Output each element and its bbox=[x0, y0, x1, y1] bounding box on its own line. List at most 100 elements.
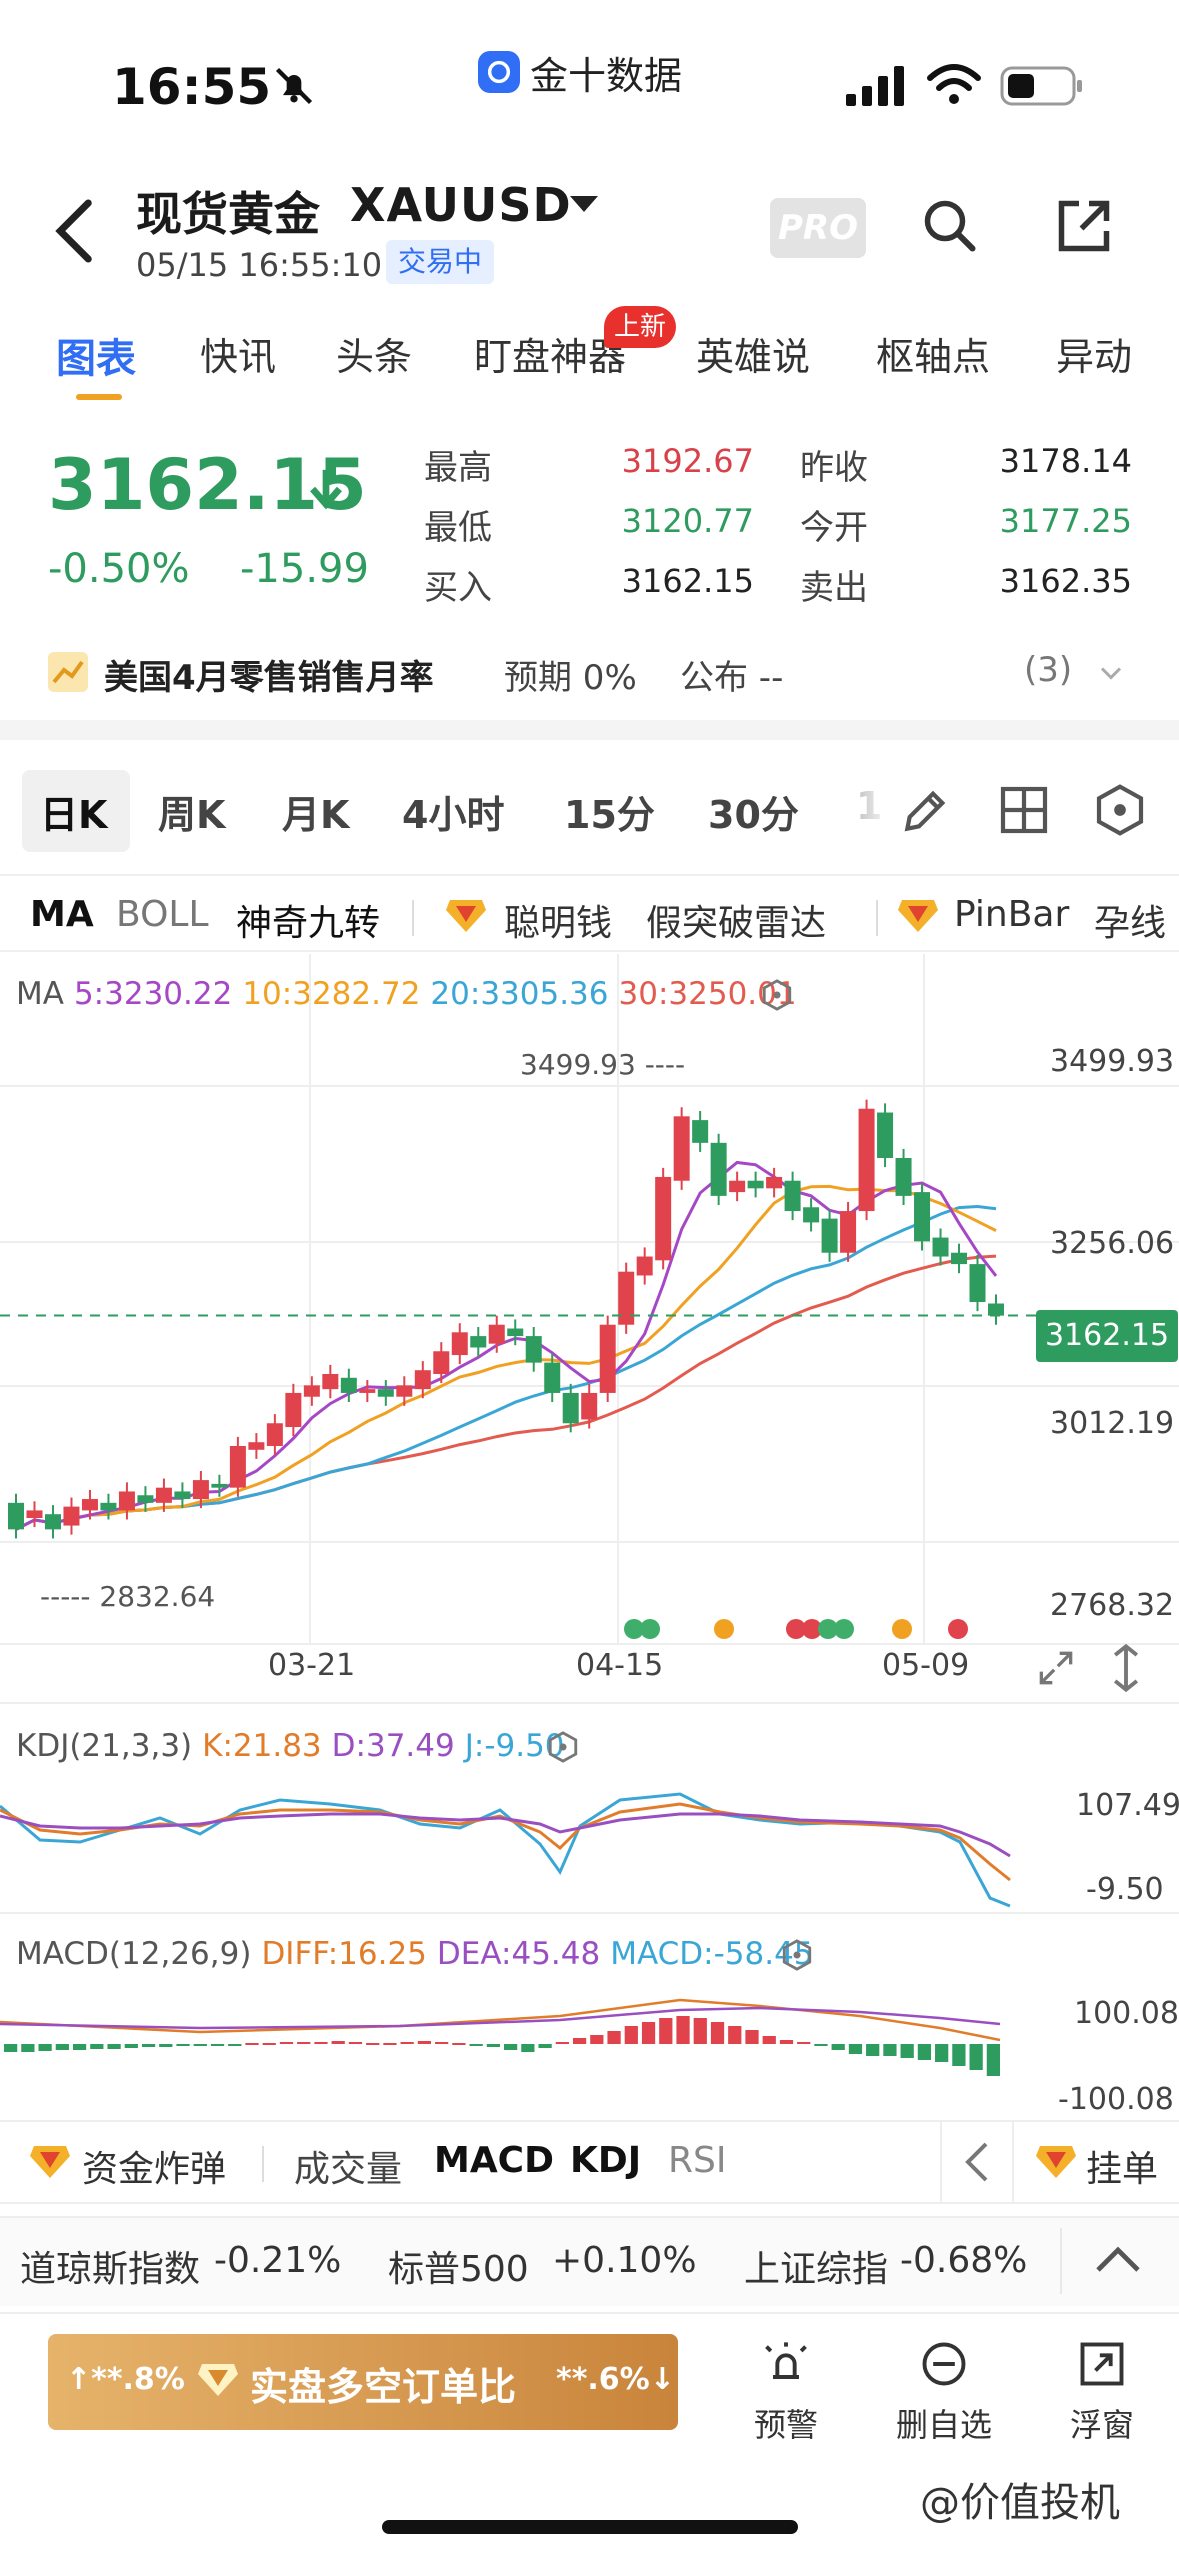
kdj-axis-top: 107.49 bbox=[1076, 1788, 1179, 1823]
tab-headlines[interactable]: 头条 bbox=[336, 335, 413, 379]
prev-close-label: 昨收 bbox=[800, 448, 868, 488]
candle-body bbox=[821, 1218, 838, 1253]
alert-label[interactable]: 预警 bbox=[753, 2406, 818, 2444]
period-30m[interactable]: 30分 bbox=[708, 793, 799, 837]
status-app-indicator: 金十数据 bbox=[478, 44, 682, 100]
indicator-smart-money[interactable]: 聪明钱 bbox=[504, 903, 613, 944]
wifi-icon bbox=[927, 64, 981, 104]
macd-bar bbox=[193, 2044, 207, 2046]
candle-body bbox=[562, 1392, 579, 1424]
macd-bar bbox=[710, 2022, 725, 2044]
macd-value: MACD:-58.45 bbox=[610, 1936, 814, 1972]
tab-pivot[interactable]: 枢轴点 bbox=[876, 335, 991, 379]
macd-bar bbox=[779, 2040, 794, 2044]
ma30-value: 30:3250.01 bbox=[618, 976, 797, 1012]
back-chevron-icon[interactable] bbox=[46, 196, 106, 266]
floating-window-label[interactable]: 浮窗 bbox=[1069, 2406, 1134, 2444]
index-shanghai-change: -0.68% bbox=[900, 2240, 1028, 2281]
status-time: 16:55 bbox=[112, 58, 272, 116]
macd-bar bbox=[228, 2044, 242, 2046]
signal-dot bbox=[834, 1619, 854, 1639]
macd-bar bbox=[917, 2044, 932, 2060]
vertical-expand-icon[interactable] bbox=[1108, 1642, 1144, 1694]
macd-bar bbox=[797, 2042, 811, 2044]
signal-dot bbox=[802, 1619, 822, 1639]
macd-bar bbox=[107, 2044, 121, 2049]
period-day[interactable]: 日K bbox=[40, 793, 108, 837]
period-active-bg bbox=[22, 770, 130, 852]
indicator-nine[interactable]: 神奇九转 bbox=[236, 903, 381, 944]
event-name: 美国4月零售销售月率 bbox=[104, 658, 434, 698]
remove-watchlist-icon[interactable] bbox=[918, 2338, 970, 2390]
macd-bar bbox=[486, 2044, 500, 2047]
macd-bar bbox=[848, 2044, 863, 2054]
divider bbox=[412, 900, 414, 936]
search-icon[interactable] bbox=[920, 196, 980, 256]
divider bbox=[0, 1702, 1179, 1704]
indicator-fake-breakout[interactable]: 假突破雷达 bbox=[646, 903, 827, 944]
tab-movement[interactable]: 异动 bbox=[1056, 335, 1133, 379]
instrument-name: 现货黄金 bbox=[136, 187, 320, 241]
chevron-up-icon[interactable] bbox=[1090, 2240, 1146, 2280]
index-sp500-change: +0.10% bbox=[552, 2240, 697, 2281]
indicator-ma[interactable]: MA bbox=[30, 894, 94, 935]
macd-bar bbox=[952, 2044, 966, 2066]
signal-dot bbox=[624, 1619, 644, 1639]
tool-capital-bomb[interactable]: 资金炸弹 bbox=[82, 2149, 227, 2190]
period-month[interactable]: 月K bbox=[282, 793, 350, 837]
chevron-left-icon[interactable] bbox=[958, 2140, 998, 2184]
instrument-dropdown-caret-icon[interactable] bbox=[570, 196, 598, 212]
period-15m[interactable]: 15分 bbox=[564, 793, 655, 837]
tab-flash[interactable]: 快讯 bbox=[200, 335, 277, 379]
index-ticker-row[interactable] bbox=[0, 2216, 1179, 2306]
ma-settings-icon[interactable] bbox=[760, 978, 794, 1012]
period-week[interactable]: 周K bbox=[158, 793, 226, 837]
tab-monitor[interactable]: 盯盘神器 bbox=[474, 335, 627, 379]
order-ratio-promo-button[interactable] bbox=[48, 2334, 678, 2430]
candlestick-chart[interactable] bbox=[0, 954, 1179, 1704]
macd-bar bbox=[969, 2044, 983, 2070]
diamond-icon bbox=[1036, 2146, 1076, 2178]
candle-body bbox=[544, 1362, 561, 1393]
period-4h[interactable]: 4小时 bbox=[402, 793, 505, 837]
floating-window-icon[interactable] bbox=[1076, 2338, 1128, 2390]
grid-layout-icon[interactable] bbox=[996, 782, 1052, 838]
candle-body bbox=[673, 1116, 690, 1181]
macd-bar bbox=[331, 2041, 345, 2044]
remove-watchlist-label[interactable]: 删自选 bbox=[895, 2406, 992, 2444]
macd-bar bbox=[279, 2042, 294, 2044]
diff-line bbox=[0, 1998, 1001, 2042]
chevron-down-icon[interactable] bbox=[1096, 658, 1126, 688]
tool-volume[interactable]: 成交量 bbox=[294, 2149, 403, 2190]
candle-body bbox=[914, 1192, 931, 1242]
macd-bar bbox=[555, 2042, 569, 2044]
ma10-value: 10:3282.72 bbox=[242, 976, 421, 1012]
macd-bar bbox=[728, 2026, 742, 2044]
indicator-pregnant[interactable]: 孕线 bbox=[1094, 903, 1167, 944]
macd-settings-icon[interactable] bbox=[780, 1938, 814, 1972]
promo-long-ratio: ↑**.8% bbox=[66, 2362, 185, 2397]
indicator-pinbar[interactable]: PinBar bbox=[954, 894, 1070, 935]
divider bbox=[0, 950, 1179, 952]
tool-rsi[interactable]: RSI bbox=[668, 2140, 727, 2181]
instrument-code[interactable]: XAUUSD bbox=[350, 178, 572, 232]
tool-kdj[interactable]: KDJ bbox=[570, 2140, 642, 2181]
macd-bar bbox=[762, 2036, 776, 2044]
tool-pending-order[interactable]: 挂单 bbox=[1086, 2149, 1159, 2190]
fullscreen-icon[interactable] bbox=[1034, 1646, 1078, 1690]
alarm-bell-icon[interactable] bbox=[760, 2338, 812, 2390]
tool-macd[interactable]: MACD bbox=[434, 2140, 554, 2181]
macd-dea: DEA:45.48 bbox=[436, 1936, 601, 1972]
draw-tool-icon[interactable] bbox=[898, 782, 954, 838]
share-external-icon[interactable] bbox=[1054, 196, 1114, 256]
divider bbox=[262, 2146, 264, 2182]
tab-chart[interactable]: 图表 bbox=[56, 336, 136, 382]
change-absolute: -15.99 bbox=[240, 546, 369, 592]
indicator-boll[interactable]: BOLL bbox=[116, 894, 209, 935]
kdj-settings-icon[interactable] bbox=[546, 1730, 580, 1764]
candle-body bbox=[322, 1373, 339, 1390]
signal-dot bbox=[948, 1619, 968, 1639]
pro-button[interactable]: PRO bbox=[770, 198, 866, 258]
tab-heroes[interactable]: 英雄说 bbox=[696, 335, 811, 379]
settings-hexagon-icon[interactable] bbox=[1092, 782, 1148, 838]
